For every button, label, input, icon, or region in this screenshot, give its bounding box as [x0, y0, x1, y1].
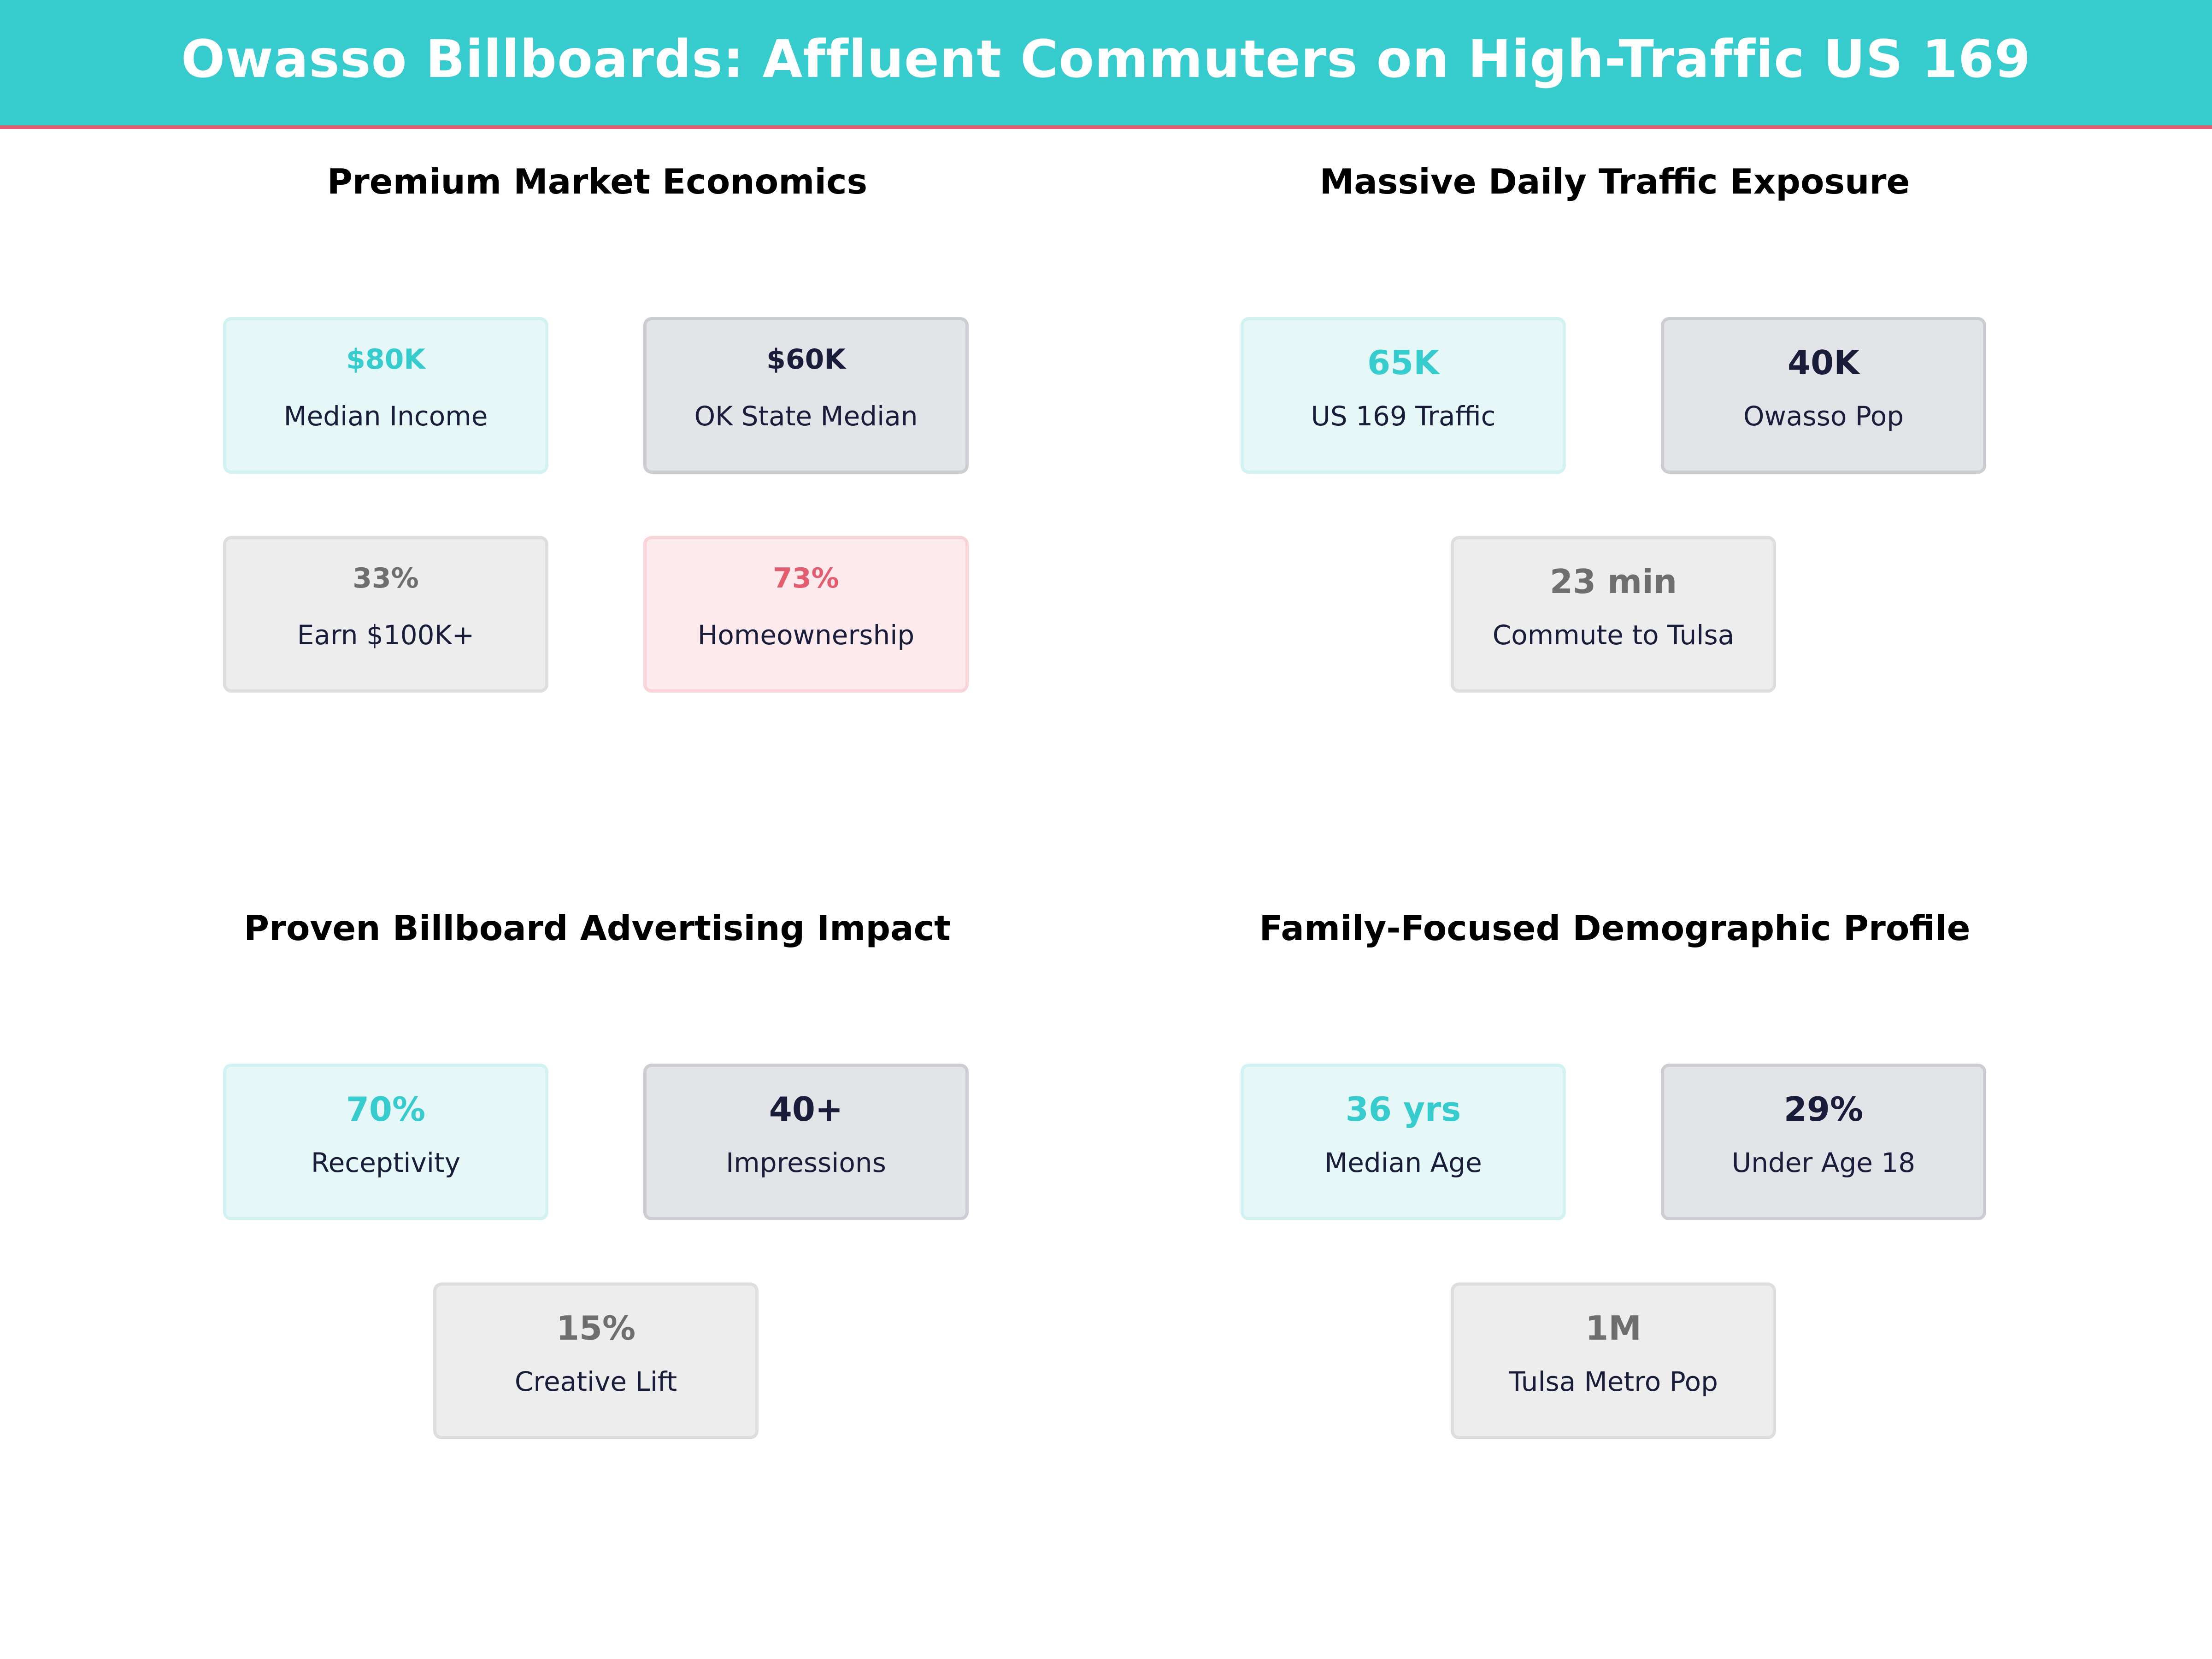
- stat-value: $80K: [346, 343, 425, 376]
- stat-card-receptivity: 70% Receptivity: [223, 1064, 548, 1220]
- stat-value: 40+: [769, 1090, 843, 1129]
- section-title-traffic-exposure: Massive Daily Traffic Exposure: [1319, 161, 1910, 202]
- stat-value: 73%: [773, 562, 839, 594]
- stat-value: 29%: [1783, 1090, 1864, 1129]
- stat-label: Under Age 18: [1731, 1147, 1916, 1178]
- section-title-advertising-impact: Proven Billboard Advertising Impact: [244, 908, 951, 948]
- header-bar: Owasso Billboards: Affluent Commuters on…: [0, 0, 2212, 129]
- stat-value: 40K: [1788, 343, 1859, 382]
- section-title-demographic-profile: Family-Focused Demographic Profile: [1259, 908, 1971, 948]
- stat-value: 15%: [556, 1309, 636, 1347]
- stat-label: Owasso Pop: [1743, 400, 1904, 432]
- stat-card-impressions: 40+ Impressions: [643, 1064, 969, 1220]
- stat-value: $60K: [766, 343, 846, 376]
- stat-card-median-income: $80K Median Income: [223, 317, 548, 474]
- stat-card-owasso-pop: 40K Owasso Pop: [1661, 317, 1986, 474]
- stat-label: OK State Median: [694, 400, 918, 432]
- stat-value: 65K: [1367, 343, 1439, 382]
- stat-card-tulsa-metro-pop: 1M Tulsa Metro Pop: [1451, 1282, 1776, 1439]
- page-title: Owasso Billboards: Affluent Commuters on…: [181, 29, 2031, 89]
- stat-label: Earn $100K+: [297, 619, 475, 651]
- stat-label: Median Age: [1324, 1147, 1482, 1178]
- stat-label: Commute to Tulsa: [1492, 619, 1735, 651]
- stat-card-under-age-18: 29% Under Age 18: [1661, 1064, 1986, 1220]
- stat-value: 70%: [346, 1090, 426, 1129]
- stat-value: 1M: [1585, 1309, 1641, 1347]
- stat-label: Tulsa Metro Pop: [1509, 1366, 1718, 1397]
- stat-label: Receptivity: [311, 1147, 461, 1178]
- stat-label: Median Income: [283, 400, 488, 432]
- stat-label: Creative Lift: [514, 1366, 677, 1397]
- stat-card-earn-100k: 33% Earn $100K+: [223, 536, 548, 693]
- stat-value: 23 min: [1549, 562, 1677, 601]
- stat-card-homeownership: 73% Homeownership: [643, 536, 969, 693]
- stat-card-ok-state-median: $60K OK State Median: [643, 317, 969, 474]
- stat-value: 33%: [353, 562, 419, 594]
- stat-value: 36 yrs: [1345, 1090, 1461, 1129]
- stat-label: Homeownership: [697, 619, 915, 651]
- stat-card-median-age: 36 yrs Median Age: [1241, 1064, 1566, 1220]
- stat-card-creative-lift: 15% Creative Lift: [433, 1282, 759, 1439]
- stat-card-us169-traffic: 65K US 169 Traffic: [1241, 317, 1566, 474]
- stat-label: US 169 Traffic: [1311, 400, 1496, 432]
- section-title-market-economics: Premium Market Economics: [327, 161, 868, 202]
- stat-label: Impressions: [726, 1147, 886, 1178]
- stat-card-commute: 23 min Commute to Tulsa: [1451, 536, 1776, 693]
